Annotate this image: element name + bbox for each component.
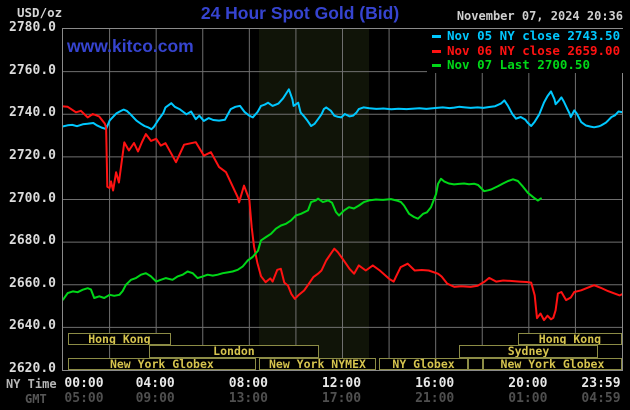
y-tick-label: 2720.0 — [9, 147, 56, 163]
price-line-nov-07 — [63, 177, 542, 301]
x-tick-ny-time: 04:00 — [135, 376, 175, 391]
session-box-new-york-globex: New York Globex — [482, 357, 622, 370]
x-tick-ny-time: 12:00 — [321, 376, 362, 391]
legend-item-0: Nov 05 NY close 2743.50 — [427, 28, 625, 44]
x-tick-ny-time: 20:00 — [508, 376, 548, 391]
x-tick-gmt: 21:00 — [415, 391, 455, 406]
y-tick-label: 2660.0 — [9, 275, 56, 291]
legend-dash-icon — [432, 64, 441, 68]
legend-label: Nov 07 Last 2700.50 — [447, 57, 590, 73]
price-chart-svg — [63, 29, 622, 370]
session-box-london: London — [148, 345, 319, 358]
y-tick-label: 2640.0 — [9, 318, 56, 334]
page-title: 24 Hour Spot Gold (Bid) — [200, 3, 400, 23]
y-tick-label: 2780.0 — [9, 20, 56, 35]
x-tick-gmt: 05:00 — [64, 391, 104, 406]
y-tick-label: 2760.0 — [9, 62, 56, 78]
chart-legend: Nov 05 NY close 2743.50 Nov 06 NY close 2… — [427, 28, 625, 73]
session-box-ny-globex: NY Globex — [379, 357, 469, 370]
y-tick-label: 2700.0 — [9, 190, 56, 206]
y-tick-label: 2680.0 — [9, 233, 56, 249]
session-box-empty — [468, 357, 483, 370]
legend-dash-icon — [432, 49, 441, 53]
price-line-nov-05 — [63, 88, 622, 131]
x-tick-ny-time: 23:59 — [581, 376, 621, 391]
y-axis-unit-label: USD/oz — [17, 5, 63, 20]
x-axis-row-label-ny-time: NY Time — [6, 377, 57, 391]
legend-dash-icon — [432, 35, 441, 38]
session-box-sydney: Sydney — [458, 345, 598, 358]
x-tick-ny-time: 00:00 — [64, 376, 104, 391]
datetime-label: November 07, 2024 20:36 — [456, 9, 623, 23]
x-tick-gmt: 09:00 — [135, 391, 175, 406]
session-box-hong-kong: Hong Kong — [67, 332, 172, 345]
y-tick-label: 2740.0 — [9, 105, 56, 121]
price-line-nov-06 — [63, 105, 622, 322]
x-tick-ny-time: 08:00 — [228, 376, 268, 391]
legend-item-1: Nov 06 NY close 2659.00 — [427, 42, 625, 59]
kitco-watermark-link[interactable]: www.kitco.com — [67, 36, 194, 56]
plot-area: Hong Kong Hong Kong London Sydney New York G… — [62, 28, 623, 371]
y-tick-label: 2620.0 — [9, 361, 56, 376]
x-tick-gmt: 17:00 — [321, 391, 362, 406]
session-box-new-york-globex: New York Globex — [67, 357, 257, 370]
session-box-hong-kong: Hong Kong — [517, 332, 622, 345]
session-box-new-york-nymex: New York NYMEX — [258, 357, 377, 370]
legend-label: Nov 06 NY close 2659.00 — [447, 42, 621, 58]
x-tick-gmt: 01:00 — [508, 391, 548, 406]
legend-label: Nov 05 NY close 2743.50 — [447, 28, 621, 43]
legend-item-2: Nov 07 Last 2700.50 — [427, 57, 625, 73]
x-tick-gmt: 13:00 — [228, 391, 268, 406]
x-tick-ny-time: 16:00 — [415, 376, 455, 391]
x-axis-row-label-gmt: GMT — [25, 392, 47, 406]
x-tick-gmt: 04:59 — [581, 391, 621, 406]
